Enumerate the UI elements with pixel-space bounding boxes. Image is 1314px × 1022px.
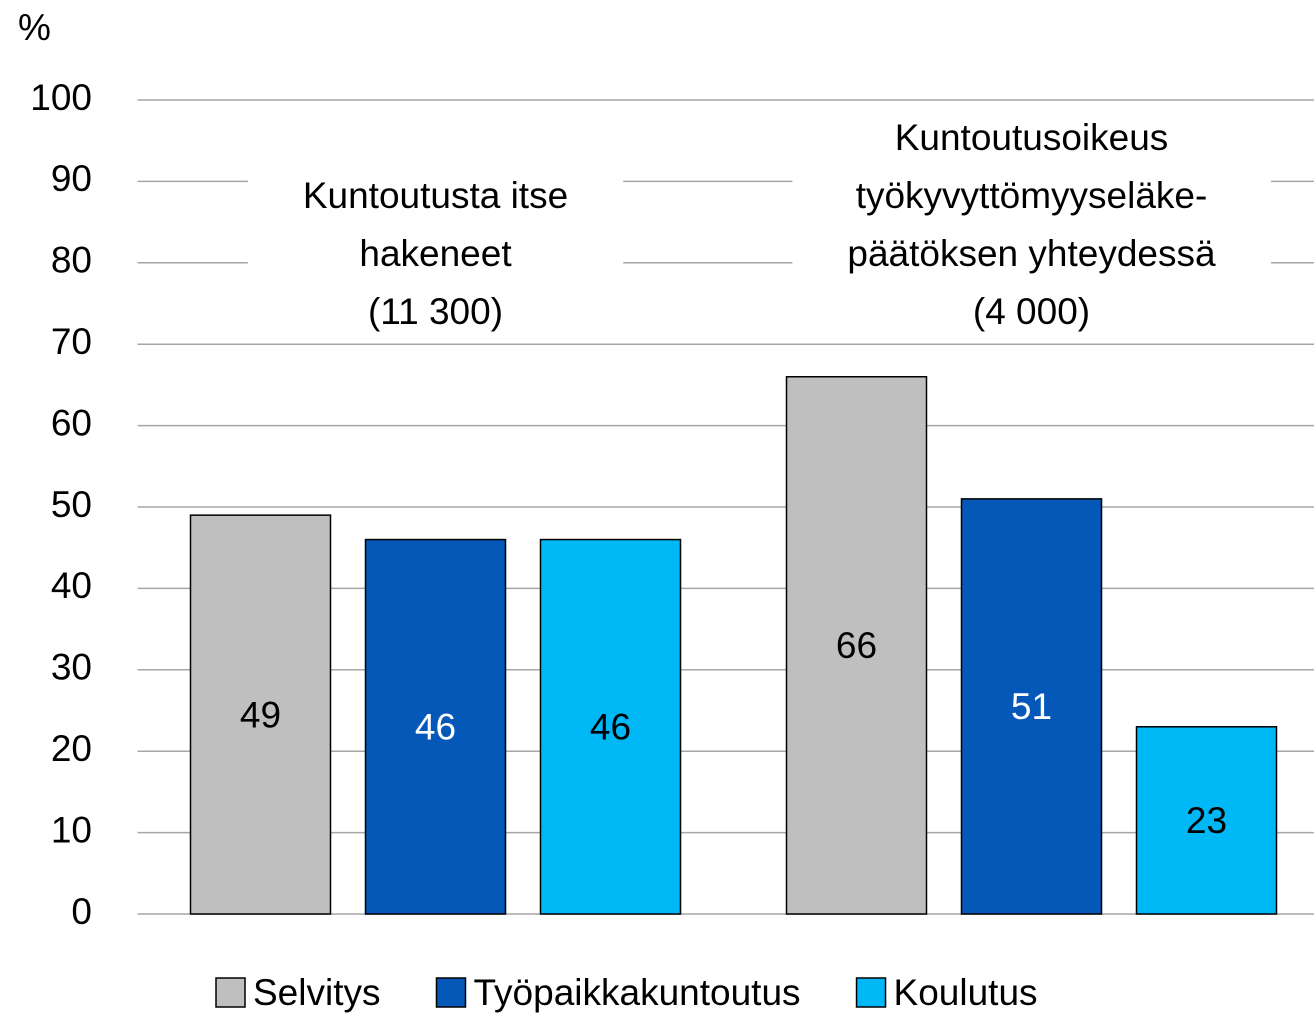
data-label: 23 xyxy=(1186,800,1227,841)
legend-swatch xyxy=(216,978,245,1007)
category-label: työkyvyttömyyseläke- xyxy=(856,175,1208,216)
legend-swatch xyxy=(436,978,465,1007)
y-tick-label: 60 xyxy=(51,402,92,443)
category-label: hakeneet xyxy=(359,233,512,274)
y-tick-label: 10 xyxy=(51,809,92,850)
y-tick-label: 70 xyxy=(51,321,92,362)
data-label: 46 xyxy=(590,707,631,748)
y-tick-label: 100 xyxy=(30,77,92,118)
category-label: Kuntoutusta itse xyxy=(303,175,568,216)
y-tick-label: 0 xyxy=(71,891,92,932)
y-tick-label: 90 xyxy=(51,158,92,199)
legend-label: Selvitys xyxy=(253,972,380,1013)
y-axis-label: % xyxy=(18,7,51,48)
category-label: päätöksen yhteydessä xyxy=(847,233,1216,274)
y-tick-label: 80 xyxy=(51,240,92,281)
category-label: (11 300) xyxy=(368,291,503,332)
y-tick-label: 50 xyxy=(51,484,92,525)
legend-label: Koulutus xyxy=(894,972,1038,1013)
legend-label: Työpaikkakuntoutus xyxy=(473,972,800,1013)
data-label: 51 xyxy=(1011,686,1052,727)
y-tick-label: 20 xyxy=(51,728,92,769)
y-tick-label: 40 xyxy=(51,565,92,606)
y-tick-label: 30 xyxy=(51,647,92,688)
data-label: 49 xyxy=(240,694,281,735)
legend-swatch xyxy=(857,978,886,1007)
category-label: (4 000) xyxy=(973,291,1090,332)
data-label: 66 xyxy=(836,625,877,666)
data-label: 46 xyxy=(415,707,456,748)
category-label: Kuntoutusoikeus xyxy=(895,117,1169,158)
